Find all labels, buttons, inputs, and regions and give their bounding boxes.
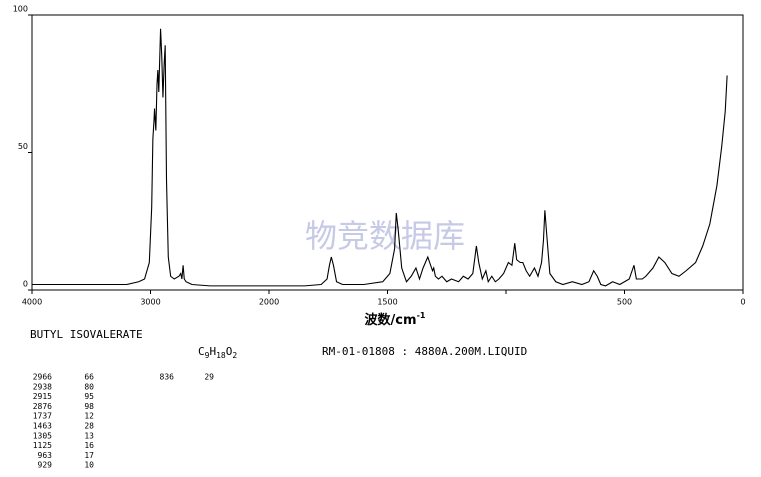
peak-intensity: 95: [84, 392, 94, 401]
peak-wavenumber: 1305: [33, 431, 52, 440]
formula-subscript: 2: [232, 351, 237, 360]
peak-intensity: 12: [84, 412, 94, 421]
formula-element: O: [226, 345, 233, 358]
peak-wavenumber: 929: [38, 461, 53, 470]
formula-subscript: 18: [216, 351, 226, 360]
x-tick-label: 3000: [140, 298, 160, 307]
y-tick-label: 100: [13, 5, 28, 14]
x-axis-label: 波数/cm-1: [365, 311, 426, 328]
formula: C9H18O2: [198, 345, 237, 360]
peak-intensity: 80: [84, 382, 94, 391]
peak-wavenumber: 2966: [33, 373, 52, 382]
peak-wavenumber: 2876: [33, 402, 52, 411]
x-tick-label: 4000: [22, 298, 42, 307]
formula-subscript: 9: [205, 351, 210, 360]
peak-intensity: 10: [84, 461, 94, 470]
peak-intensity: 98: [84, 402, 94, 411]
formula-element: H: [209, 345, 216, 358]
peak-wavenumber: 1463: [33, 422, 52, 431]
peak-intensity: 17: [84, 451, 94, 460]
y-tick-label: 50: [18, 142, 28, 151]
spectrum-line: [32, 28, 728, 287]
sample-id: RM-01-01808 : 4880A.200M.LIQUID: [322, 345, 527, 358]
peak-wavenumber: 836: [160, 373, 175, 382]
x-label-sup: -1: [417, 311, 426, 320]
peak-wavenumber: 1125: [33, 441, 52, 450]
peak-wavenumber: 1737: [33, 412, 52, 421]
x-tick-label: 1500: [377, 298, 397, 307]
watermark: 物竞数据库: [305, 217, 465, 255]
peak-wavenumber: 963: [38, 451, 53, 460]
peak-intensity: 29: [204, 373, 214, 382]
y-tick-label: 0: [23, 280, 28, 289]
peak-intensity: 28: [84, 422, 94, 431]
peak-intensity: 16: [84, 441, 94, 450]
x-tick-label: 2000: [259, 298, 279, 307]
x-label-text: 波数/cm: [365, 312, 417, 328]
sample-name: BUTYL ISOVALERATE: [30, 328, 143, 341]
peak-intensity: 13: [84, 431, 94, 440]
peak-wavenumber: 2915: [33, 392, 52, 401]
x-tick-label: 0: [740, 298, 745, 307]
x-tick-label: 500: [617, 298, 632, 307]
formula-element: C: [198, 345, 205, 358]
peak-intensity: 66: [84, 373, 94, 382]
peak-wavenumber: 2938: [33, 382, 52, 391]
